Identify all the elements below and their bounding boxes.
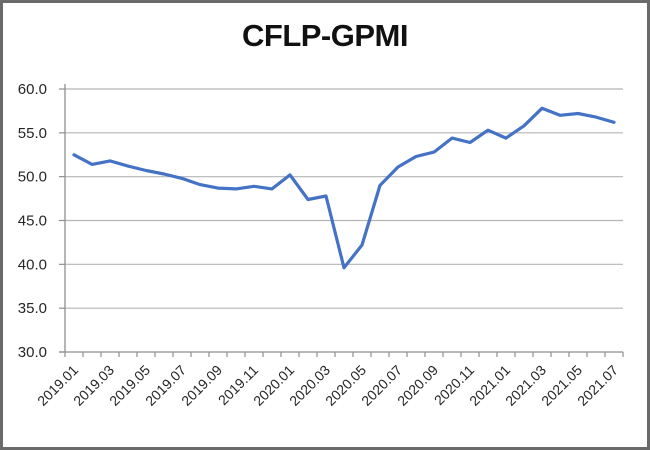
x-tick-label: 2020.09	[394, 362, 441, 409]
y-tick-label: 40.0	[18, 256, 47, 273]
y-axis-labels: 30.0 35.0 40.0 45.0 50.0 55.0 60.0	[18, 81, 47, 361]
axes	[59, 84, 624, 357]
y-tick-label: 30.0	[18, 344, 47, 361]
gpmi-line-series	[72, 106, 616, 270]
y-tick-label: 60.0	[18, 81, 47, 98]
y-tick-label: 45.0	[18, 213, 47, 230]
chart-title: CFLP-GPMI	[242, 18, 409, 53]
x-tick-label: 2021.07	[574, 362, 621, 409]
x-axis-labels: 2019.012019.032019.052019.072019.092019.…	[34, 362, 621, 409]
x-tick-label: 2019.09	[178, 362, 225, 409]
y-tick-label: 55.0	[18, 125, 47, 142]
y-tick-label: 50.0	[18, 169, 47, 186]
y-tick-label: 35.0	[18, 300, 47, 317]
gridlines	[65, 88, 623, 309]
